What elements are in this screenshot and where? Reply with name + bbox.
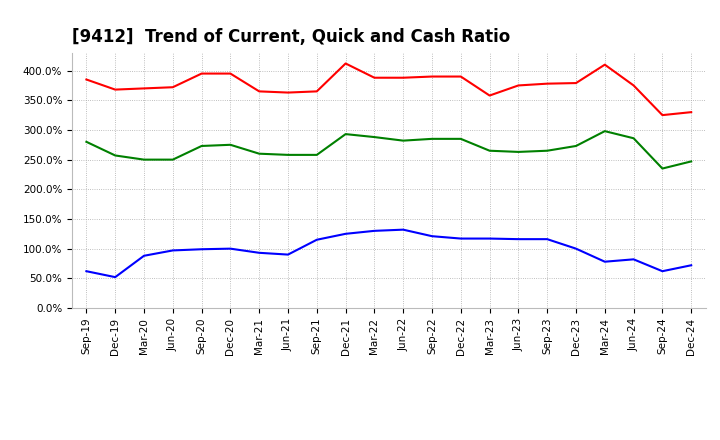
Current Ratio — [600, 62, 609, 67]
Quick Ratio — [543, 148, 552, 154]
Current Ratio — [428, 74, 436, 79]
Quick Ratio — [600, 128, 609, 134]
Cash Ratio — [111, 275, 120, 280]
Cash Ratio — [341, 231, 350, 236]
Current Ratio — [543, 81, 552, 86]
Current Ratio — [399, 75, 408, 81]
Quick Ratio — [658, 166, 667, 171]
Cash Ratio — [687, 263, 696, 268]
Current Ratio — [312, 89, 321, 94]
Quick Ratio — [485, 148, 494, 154]
Cash Ratio — [168, 248, 177, 253]
Quick Ratio — [312, 152, 321, 158]
Current Ratio — [572, 81, 580, 86]
Cash Ratio — [255, 250, 264, 256]
Line: Current Ratio: Current Ratio — [86, 63, 691, 115]
Cash Ratio — [226, 246, 235, 251]
Quick Ratio — [111, 153, 120, 158]
Cash Ratio — [600, 259, 609, 264]
Current Ratio — [226, 71, 235, 76]
Current Ratio — [456, 74, 465, 79]
Cash Ratio — [197, 246, 206, 252]
Cash Ratio — [370, 228, 379, 234]
Current Ratio — [82, 77, 91, 82]
Current Ratio — [140, 86, 148, 91]
Cash Ratio — [514, 237, 523, 242]
Cash Ratio — [284, 252, 292, 257]
Current Ratio — [255, 89, 264, 94]
Quick Ratio — [456, 136, 465, 142]
Cash Ratio — [428, 234, 436, 239]
Current Ratio — [111, 87, 120, 92]
Current Ratio — [370, 75, 379, 81]
Quick Ratio — [284, 152, 292, 158]
Cash Ratio — [485, 236, 494, 241]
Current Ratio — [658, 113, 667, 118]
Quick Ratio — [514, 149, 523, 154]
Cash Ratio — [543, 237, 552, 242]
Current Ratio — [284, 90, 292, 95]
Cash Ratio — [456, 236, 465, 241]
Current Ratio — [197, 71, 206, 76]
Cash Ratio — [629, 257, 638, 262]
Current Ratio — [514, 83, 523, 88]
Text: [9412]  Trend of Current, Quick and Cash Ratio: [9412] Trend of Current, Quick and Cash … — [72, 28, 510, 46]
Quick Ratio — [370, 135, 379, 140]
Quick Ratio — [428, 136, 436, 142]
Quick Ratio — [687, 159, 696, 164]
Cash Ratio — [82, 268, 91, 274]
Cash Ratio — [658, 268, 667, 274]
Current Ratio — [341, 61, 350, 66]
Cash Ratio — [399, 227, 408, 232]
Quick Ratio — [341, 132, 350, 137]
Quick Ratio — [82, 139, 91, 144]
Quick Ratio — [399, 138, 408, 143]
Quick Ratio — [168, 157, 177, 162]
Current Ratio — [168, 84, 177, 90]
Quick Ratio — [629, 136, 638, 141]
Current Ratio — [687, 110, 696, 115]
Cash Ratio — [572, 246, 580, 251]
Quick Ratio — [572, 143, 580, 149]
Cash Ratio — [140, 253, 148, 258]
Line: Cash Ratio: Cash Ratio — [86, 230, 691, 277]
Quick Ratio — [255, 151, 264, 156]
Quick Ratio — [140, 157, 148, 162]
Current Ratio — [485, 93, 494, 98]
Line: Quick Ratio: Quick Ratio — [86, 131, 691, 169]
Cash Ratio — [312, 237, 321, 242]
Quick Ratio — [226, 142, 235, 147]
Current Ratio — [629, 83, 638, 88]
Quick Ratio — [197, 143, 206, 149]
